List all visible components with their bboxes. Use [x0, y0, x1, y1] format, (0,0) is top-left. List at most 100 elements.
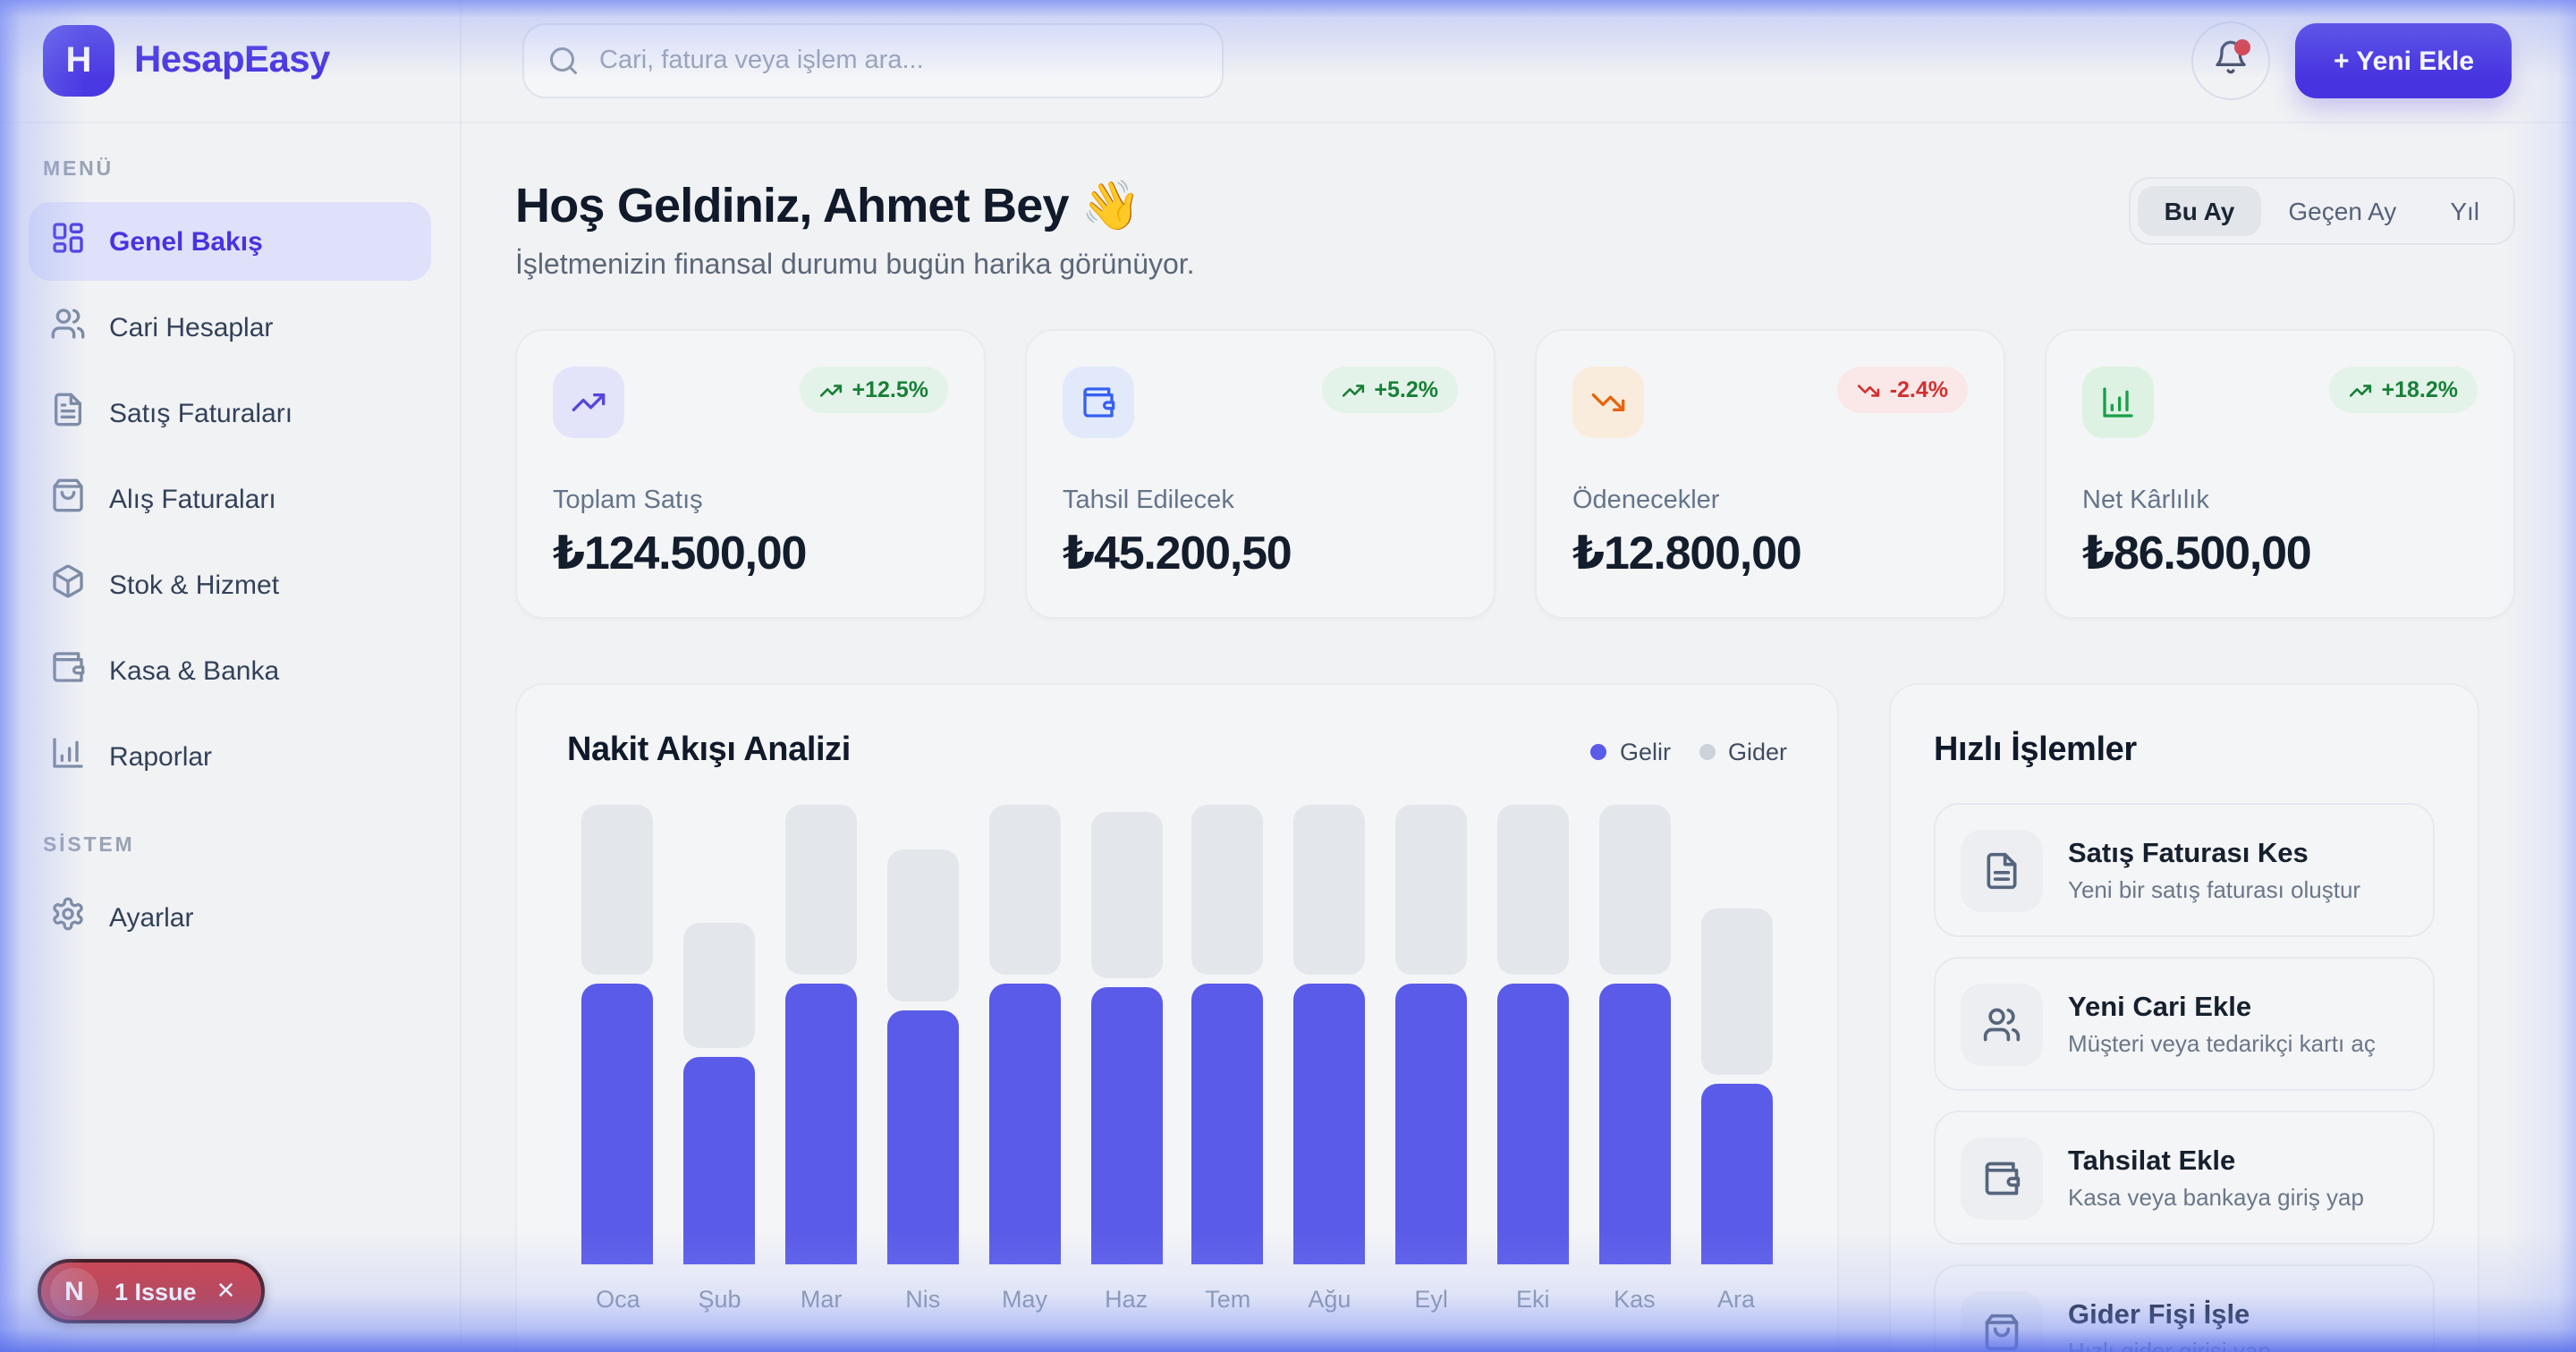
- change-badge: +18.2%: [2329, 367, 2478, 413]
- chart-column: [1380, 803, 1482, 1264]
- chart-column: [669, 803, 771, 1264]
- dev-issue-badge[interactable]: N 1 Issue ✕: [38, 1259, 265, 1323]
- trending-down-icon: [1572, 367, 1644, 438]
- month-label: Ağu: [1308, 1286, 1352, 1313]
- sidebar-item-raporlar[interactable]: Raporlar: [29, 717, 431, 796]
- shopping-bag-icon: [50, 477, 86, 520]
- stat-card-tahsil-edilecek: +5.2% Tahsil Edilecek ₺45.200,50: [1025, 329, 1496, 619]
- gider-bar: [581, 805, 654, 975]
- toggle-yil[interactable]: Yıl: [2450, 197, 2479, 225]
- period-toggle: Bu Ay Geçen Ay Yıl: [2128, 177, 2515, 245]
- sidebar-item-label: Raporlar: [109, 741, 213, 772]
- stat-value: ₺12.800,00: [1572, 526, 1802, 579]
- month-label: May: [1001, 1286, 1047, 1313]
- gider-bar: [1293, 805, 1366, 975]
- chart-column: [1482, 803, 1584, 1264]
- close-icon[interactable]: ✕: [216, 1277, 236, 1304]
- cashflow-chart-card: Nakit Akışı Analizi Gelir Gider Oca Şub Ma…: [515, 683, 1839, 1352]
- sidebar-item-label: Ayarlar: [109, 902, 194, 933]
- quick-action-title: Yeni Cari Ekle: [2068, 992, 2252, 1022]
- system-caption: SİSTEM: [43, 835, 135, 857]
- chart-column: [770, 803, 872, 1264]
- change-badge: +5.2%: [1322, 367, 1458, 413]
- wallet-icon: [1063, 367, 1134, 438]
- gider-bar: [683, 923, 756, 1048]
- sidebar-item-genel-bakis[interactable]: Genel Bakış: [29, 202, 431, 281]
- gider-bar: [1700, 908, 1773, 1075]
- page-title: Hoş Geldiniz, Ahmet Bey 👋: [515, 179, 1141, 232]
- page-subtitle: İşletmenizin finansal durumu bugün harik…: [515, 250, 1195, 281]
- chart-column: [1584, 803, 1686, 1264]
- topbar: + Yeni Ekle: [462, 0, 2576, 123]
- quick-actions-panel: Hızlı İşlemler Satış Faturası Kes Yeni b…: [1889, 683, 2479, 1352]
- nextjs-logo: N: [50, 1267, 98, 1315]
- chart-column: [1279, 803, 1381, 1264]
- gelir-bar: [1395, 984, 1468, 1264]
- chart-column: [872, 803, 974, 1264]
- stat-label: Tahsil Edilecek: [1063, 486, 1234, 515]
- chart-column: [567, 803, 669, 1264]
- gider-bar: [1496, 805, 1569, 975]
- quick-action-gider-fisi-isle[interactable]: Gider Fişi İşle Hızlı gider girişi yap: [1934, 1264, 2435, 1352]
- gelir-bar: [1598, 984, 1671, 1264]
- notifications-button[interactable]: [2191, 21, 2271, 100]
- gider-bar: [988, 805, 1061, 975]
- add-new-button[interactable]: + Yeni Ekle: [2295, 23, 2512, 98]
- sidebar-nav: MENÜ Genel Bakış Cari Hesaplar Satış Fat…: [0, 123, 460, 957]
- gelir-bar: [683, 1057, 756, 1264]
- sidebar-item-satis-faturalari[interactable]: Satış Faturaları: [29, 374, 431, 452]
- sidebar-item-cari-hesaplar[interactable]: Cari Hesaplar: [29, 288, 431, 367]
- toggle-bu-ay[interactable]: Bu Ay: [2137, 186, 2262, 236]
- quick-action-tahsilat-ekle[interactable]: Tahsilat Ekle Kasa veya bankaya giriş ya…: [1934, 1111, 2435, 1245]
- quick-actions-title: Hızlı İşlemler: [1934, 731, 2137, 769]
- sidebar-item-stok-hizmet[interactable]: Stok & Hizmet: [29, 545, 431, 624]
- stat-label: Ödenecekler: [1572, 486, 1720, 515]
- stat-value: ₺45.200,50: [1063, 526, 1292, 579]
- chart-column: [974, 803, 1076, 1264]
- menu-caption: MENÜ: [43, 159, 114, 181]
- month-label: Nis: [905, 1286, 941, 1313]
- month-label: Şub: [698, 1286, 741, 1313]
- cashflow-x-labels: Oca Şub Mar Nis May Haz Tem Ağu Eyl Eki Kas Ara: [567, 1286, 1787, 1313]
- sidebar: H HesapEasy MENÜ Genel Bakış Cari Hesapl…: [0, 0, 462, 1352]
- stat-value: ₺124.500,00: [553, 526, 807, 579]
- gider-bar: [1191, 805, 1264, 975]
- quick-action-satis-faturasi-kes[interactable]: Satış Faturası Kes Yeni bir satış fatura…: [1934, 803, 2435, 937]
- sidebar-item-alis-faturalari[interactable]: Alış Faturaları: [29, 460, 431, 538]
- sidebar-item-label: Satış Faturaları: [109, 398, 293, 428]
- stat-value: ₺86.500,00: [2082, 526, 2312, 579]
- chart-title: Nakit Akışı Analizi: [567, 731, 851, 769]
- main-area: + Yeni Ekle Hoş Geldiniz, Ahmet Bey 👋 İş…: [462, 0, 2576, 1352]
- stat-card-toplam-satis: +12.5% Toplam Satış ₺124.500,00: [515, 329, 986, 619]
- sidebar-item-kasa-banka[interactable]: Kasa & Banka: [29, 631, 431, 710]
- sidebar-item-label: Stok & Hizmet: [109, 570, 280, 600]
- sidebar-item-ayarlar[interactable]: Ayarlar: [29, 878, 431, 957]
- gelir-bar: [988, 984, 1061, 1264]
- quick-action-yeni-cari-ekle[interactable]: Yeni Cari Ekle Müşteri veya tedarikçi ka…: [1934, 957, 2435, 1091]
- search-input[interactable]: [522, 23, 1224, 98]
- gelir-bar: [886, 1010, 959, 1264]
- chart-column: [1685, 803, 1787, 1264]
- trending-up-icon: [553, 367, 624, 438]
- stat-label: Toplam Satış: [553, 486, 703, 515]
- toggle-gecen-ay[interactable]: Geçen Ay: [2288, 197, 2397, 225]
- stat-card-odenecekler: -2.4% Ödenecekler ₺12.800,00: [1535, 329, 2005, 619]
- gelir-bar: [785, 984, 858, 1264]
- wallet-icon: [1961, 1137, 2043, 1219]
- file-text-icon: [1961, 829, 2043, 911]
- global-search: [522, 23, 1224, 98]
- gider-bar: [1395, 805, 1468, 975]
- stat-label: Net Kârlılık: [2082, 486, 2209, 515]
- month-label: Oca: [596, 1286, 640, 1313]
- quick-action-desc: Hızlı gider girişi yap: [2068, 1337, 2271, 1352]
- chart-legend: Gelir Gider: [1590, 738, 1787, 765]
- shopping-bag-icon: [1961, 1290, 2043, 1352]
- gelir-bar: [1700, 1084, 1773, 1264]
- gelir-bar: [1090, 987, 1163, 1264]
- brand-logo: H: [43, 25, 114, 97]
- sidebar-item-label: Kasa & Banka: [109, 655, 280, 686]
- gelir-bar: [581, 984, 654, 1264]
- sidebar-item-label: Cari Hesaplar: [109, 312, 274, 342]
- content: Hoş Geldiniz, Ahmet Bey 👋 İşletmenizin f…: [462, 123, 2576, 1352]
- gear-icon: [50, 896, 86, 939]
